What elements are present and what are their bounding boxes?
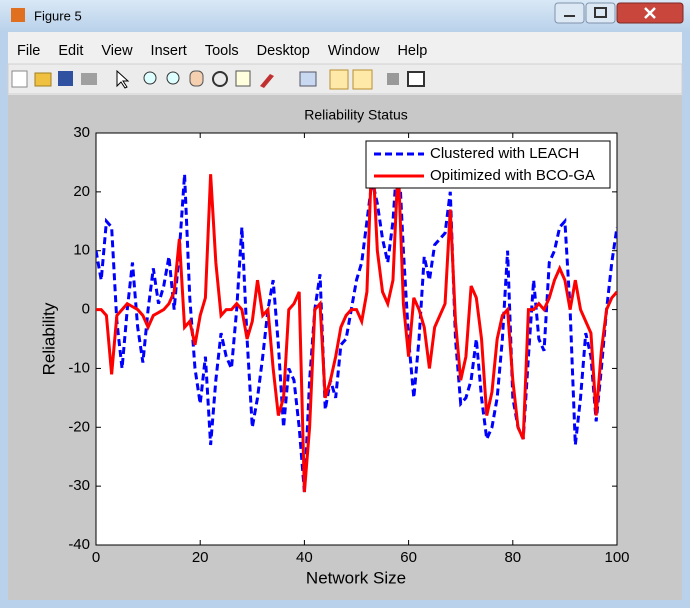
y-tick-label: -20 — [68, 418, 90, 435]
show-tools-icon[interactable] — [407, 71, 425, 87]
app-icon — [11, 8, 25, 22]
y-axis-label: Reliability — [39, 302, 58, 375]
x-tick-label: 40 — [296, 549, 313, 566]
rotate-icon[interactable] — [212, 71, 228, 87]
menu-item[interactable]: File — [17, 43, 40, 59]
x-tick-label: 60 — [400, 549, 417, 566]
datacursor-icon[interactable] — [235, 70, 251, 87]
y-tick-label: 0 — [82, 301, 90, 318]
menu-item[interactable]: Desktop — [257, 43, 310, 59]
x-tick-label: 100 — [604, 549, 629, 566]
menu-item[interactable]: Edit — [58, 43, 83, 59]
menu-item[interactable]: View — [101, 43, 133, 59]
y-tick-label: -40 — [68, 536, 90, 553]
pan-icon[interactable] — [189, 70, 204, 87]
y-tick-label: -10 — [68, 359, 90, 376]
x-tick-label: 0 — [92, 549, 100, 566]
series-line — [96, 144, 617, 493]
menu-item[interactable]: Help — [397, 43, 427, 59]
toolbar-icons — [11, 69, 425, 90]
series-line — [96, 144, 617, 493]
zoom-out-icon[interactable] — [166, 71, 180, 85]
menu-item[interactable]: Window — [328, 43, 380, 59]
legend-box — [365, 140, 611, 189]
legend-icon[interactable] — [352, 69, 373, 90]
x-tick-label: 80 — [504, 549, 521, 566]
close-glyph — [644, 7, 656, 19]
legend-label: Clustered with LEACH — [430, 145, 579, 162]
menu-item[interactable]: Tools — [205, 43, 239, 59]
minimize-button[interactable] — [554, 2, 585, 24]
maximize-glyph — [594, 7, 607, 18]
y-tick-label: -30 — [68, 477, 90, 494]
x-tick-label: 20 — [192, 549, 209, 566]
window-title: Figure 5 — [34, 8, 82, 23]
new-icon[interactable] — [11, 70, 28, 88]
menu-item[interactable]: Insert — [151, 43, 187, 59]
save-icon[interactable] — [58, 71, 73, 86]
zoom-in-icon[interactable] — [143, 71, 157, 85]
maximize-button[interactable] — [585, 2, 616, 24]
arrow-icon[interactable] — [116, 69, 130, 89]
y-tick-label: 10 — [73, 242, 90, 259]
y-tick-label: 30 — [73, 124, 90, 141]
link-icon[interactable] — [299, 71, 317, 87]
open-icon[interactable] — [34, 72, 52, 87]
colorbar-icon[interactable] — [329, 69, 349, 90]
x-axis-label: Network Size — [306, 568, 406, 587]
brush-icon[interactable] — [260, 74, 274, 88]
y-tick-label: 20 — [73, 183, 90, 200]
print-icon[interactable] — [81, 73, 97, 85]
chart-title: Reliability Status — [304, 107, 408, 123]
legend-label: Opitimized with BCO-GA — [430, 167, 595, 184]
hide-tools-icon[interactable] — [387, 73, 399, 85]
